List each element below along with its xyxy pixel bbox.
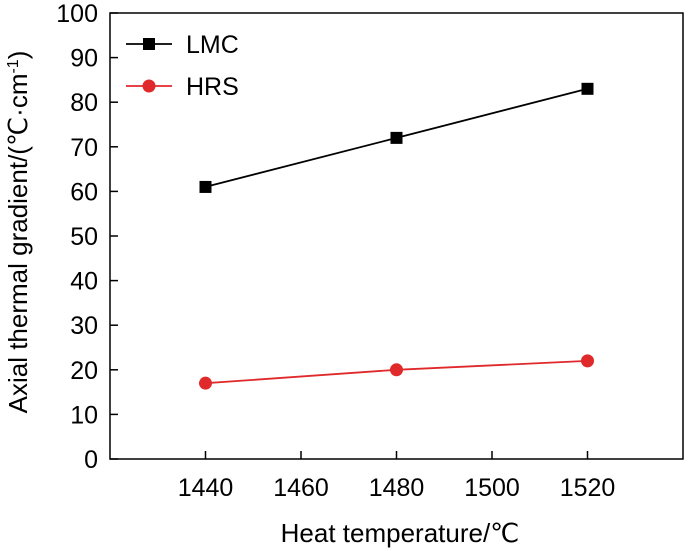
y-tick-label-80: 80 (70, 89, 98, 117)
y-tick-label-40: 40 (70, 268, 98, 296)
data-point-lmc-1440 (199, 180, 212, 193)
data-point-hrs-1520 (581, 354, 594, 368)
legend: LMC HRS (126, 31, 239, 101)
y-tick-label-60: 60 (70, 178, 98, 206)
x-tick-label-1480: 1480 (369, 474, 425, 502)
data-point-lmc-1480 (390, 131, 403, 144)
y-axis-title-close: ) (3, 51, 33, 60)
legend-label-lmc: LMC (186, 31, 239, 59)
legend-marker-hrs (142, 79, 156, 93)
x-axis: 1440 1460 1480 1500 1520 (178, 451, 616, 502)
y-tick-label-70: 70 (70, 134, 98, 162)
y-tick-label-90: 90 (70, 45, 98, 73)
legend-marker-lmc (143, 38, 155, 50)
data-point-lmc-1520 (581, 82, 594, 95)
x-tick-label-1500: 1500 (464, 474, 520, 502)
x-axis-title: Heat temperature/℃ (281, 518, 520, 548)
y-tick-label-30: 30 (70, 312, 98, 340)
y-tick-label-100: 100 (56, 0, 98, 28)
y-axis-title-superscript: -1 (5, 59, 22, 73)
y-axis-title: Axial thermal gradient/(℃·cm-1) (3, 51, 33, 414)
data-point-hrs-1480 (390, 363, 403, 377)
data-point-hrs-1440 (199, 376, 212, 390)
x-tick-label-1520: 1520 (560, 474, 616, 502)
y-axis-title-main: Axial thermal gradient/(℃·cm (3, 74, 33, 414)
x-tick-label-1440: 1440 (178, 474, 234, 502)
legend-label-hrs: HRS (186, 73, 239, 101)
y-axis: 0 10 20 30 40 50 60 70 80 90 100 (56, 0, 118, 474)
y-tick-label-0: 0 (84, 446, 98, 474)
series-group (199, 82, 594, 390)
y-tick-label-10: 10 (70, 401, 98, 429)
y-tick-label-20: 20 (70, 357, 98, 385)
x-tick-label-1460: 1460 (273, 474, 329, 502)
y-tick-label-50: 50 (70, 223, 98, 251)
